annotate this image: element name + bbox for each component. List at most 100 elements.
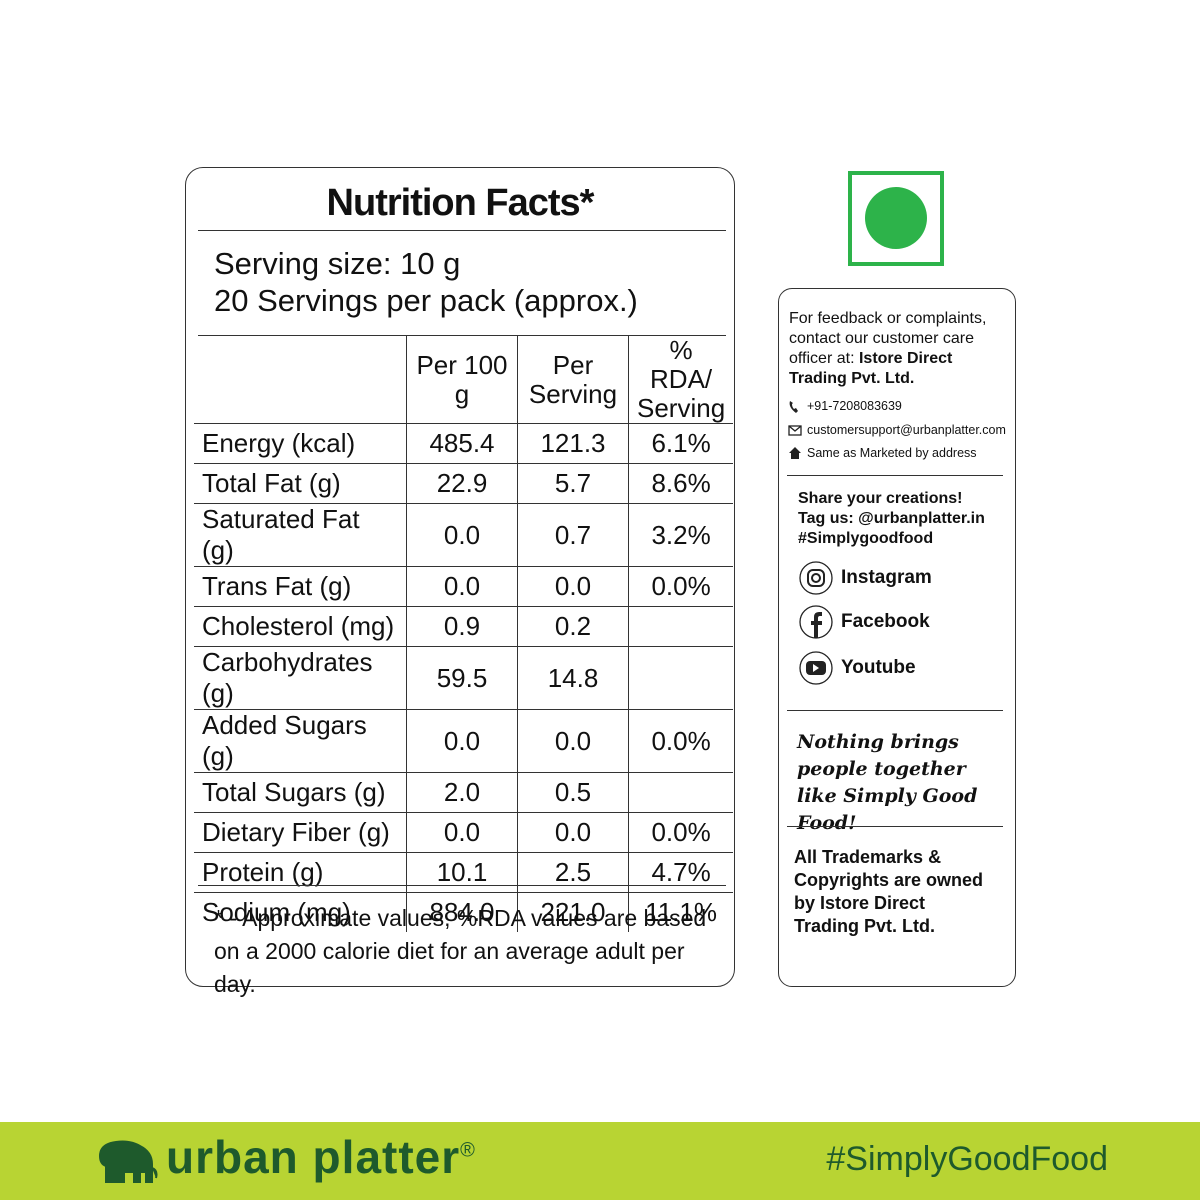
footer-band: urban platter® #SimplyGoodFood bbox=[0, 1122, 1200, 1200]
value-cell: 10.1 bbox=[406, 852, 518, 893]
value-cell: 5.7 bbox=[517, 463, 629, 504]
divider bbox=[198, 335, 726, 336]
contact-address: Same as Marketed by address bbox=[807, 446, 977, 460]
nutrient-row: Saturated Fat (g) 0.0 0.7 3.2% bbox=[194, 503, 734, 567]
value-cell: 0.7 bbox=[517, 503, 629, 567]
value-cell: 22.9 bbox=[406, 463, 518, 504]
footnote: * - Approximate values, %RDA values are … bbox=[214, 905, 707, 997]
nutrient-name: Carbohydrates (g) bbox=[194, 646, 407, 710]
social-link[interactable]: Facebook bbox=[799, 605, 999, 641]
value-cell: 4.7% bbox=[628, 852, 734, 893]
value-cell: 2.5 bbox=[517, 852, 629, 893]
nutrient-name: Added Sugars (g) bbox=[194, 709, 407, 773]
veg-mark-dot bbox=[865, 187, 927, 249]
value-cell: 0.0 bbox=[406, 566, 518, 607]
nutrient-row: Sodium (mg) 884.0 221.0 11.1% bbox=[194, 892, 734, 932]
nutrient-name: Total Sugars (g) bbox=[194, 772, 407, 813]
nutrient-row: Cholesterol (mg) 0.9 0.2 bbox=[194, 606, 734, 647]
nutrient-name: Sodium (mg) bbox=[194, 892, 407, 932]
value-cell bbox=[628, 646, 734, 710]
nutrient-row: Total Fat (g) 22.9 5.7 8.6% bbox=[194, 463, 734, 504]
value-cell: 121.3 bbox=[517, 423, 629, 464]
contact-icons bbox=[788, 401, 802, 459]
social-link[interactable]: Instagram bbox=[799, 561, 999, 597]
header-cell: Per Serving bbox=[517, 336, 629, 424]
contact-phone: +91-7208083639 bbox=[807, 399, 902, 413]
social-label: Facebook bbox=[841, 611, 930, 633]
value-cell: 0.0 bbox=[406, 709, 518, 773]
nutrient-row: Energy (kcal) 485.4 121.3 6.1% bbox=[194, 423, 734, 464]
value-cell: 0.9 bbox=[406, 606, 518, 647]
social-label: Youtube bbox=[841, 657, 916, 679]
nutrient-name: Trans Fat (g) bbox=[194, 566, 407, 607]
share-heading: Share your creations! bbox=[798, 490, 963, 507]
value-cell: 0.2 bbox=[517, 606, 629, 647]
value-cell: 0.0% bbox=[628, 709, 734, 773]
value-cell: 485.4 bbox=[406, 423, 518, 464]
nutrient-name: Energy (kcal) bbox=[194, 423, 407, 464]
nutrient-name: Saturated Fat (g) bbox=[194, 503, 407, 567]
social-label: Instagram bbox=[841, 567, 932, 589]
nutrient-row: Added Sugars (g) 0.0 0.0 0.0% bbox=[194, 709, 734, 773]
nutrient-name: Cholesterol (mg) bbox=[194, 606, 407, 647]
value-cell: 0.0% bbox=[628, 812, 734, 853]
share-hashtag: #Simplygoodfood bbox=[798, 530, 934, 547]
divider bbox=[787, 826, 1003, 827]
nutrient-row: Protein (g) 10.1 2.5 4.7% bbox=[194, 852, 734, 893]
contact-intro: For feedback or complaints, contact our … bbox=[789, 310, 987, 367]
header-cell: Per 100 g bbox=[406, 336, 518, 424]
value-cell: 0.0 bbox=[406, 812, 518, 853]
value-cell: 0.0% bbox=[628, 566, 734, 607]
nutrition-title: Nutrition Facts* bbox=[326, 182, 595, 224]
nutrient-row: Dietary Fiber (g) 0.0 0.0 0.0% bbox=[194, 812, 734, 853]
registered-mark: ® bbox=[460, 1139, 476, 1162]
contact-email: customersupport@urbanplatter.com bbox=[807, 423, 1006, 437]
value-cell: 884.0 bbox=[406, 892, 518, 932]
nutrient-row: Trans Fat (g) 0.0 0.0 0.0% bbox=[194, 566, 734, 607]
value-cell: 0.5 bbox=[517, 772, 629, 813]
divider bbox=[198, 230, 726, 231]
value-cell: 0.0 bbox=[517, 812, 629, 853]
nutrient-name: Dietary Fiber (g) bbox=[194, 812, 407, 853]
value-cell: 2.0 bbox=[406, 772, 518, 813]
nutrient-row: Carbohydrates (g) 59.5 14.8 bbox=[194, 646, 734, 710]
tagline: Nothing brings people together like Simp… bbox=[797, 731, 978, 834]
serving-size: Serving size: 10 g bbox=[214, 246, 461, 281]
nutrient-name: Total Fat (g) bbox=[194, 463, 407, 504]
share-tag: Tag us: @urbanplatter.in bbox=[798, 510, 985, 527]
veg-mark bbox=[848, 171, 944, 266]
value-cell: 0.0 bbox=[406, 503, 518, 567]
nutrition-panel: Nutrition Facts* Serving size: 10 g 20 S… bbox=[185, 167, 735, 997]
value-cell: 59.5 bbox=[406, 646, 518, 710]
social-link[interactable]: Youtube bbox=[799, 651, 999, 687]
header-cell: % RDA/ Serving bbox=[628, 336, 734, 424]
value-cell: 221.0 bbox=[517, 892, 629, 932]
servings-per-pack: 20 Servings per pack (approx.) bbox=[214, 283, 638, 318]
info-panel: For feedback or complaints, contact our … bbox=[778, 288, 1016, 987]
header-row: Per 100 g Per Serving% RDA/ Serving bbox=[194, 336, 734, 424]
nutrient-name: Protein (g) bbox=[194, 852, 407, 893]
value-cell: 0.0 bbox=[517, 566, 629, 607]
value-cell bbox=[628, 606, 734, 647]
nutrition-table: Per 100 g Per Serving% RDA/ Serving Energy… bbox=[194, 336, 734, 932]
brand: urban platter® bbox=[166, 1130, 476, 1184]
value-cell: 14.8 bbox=[517, 646, 629, 710]
footer-hashtag: #SimplyGoodFood bbox=[826, 1140, 1108, 1178]
value-cell: 0.0 bbox=[517, 709, 629, 773]
header-cell bbox=[194, 336, 407, 424]
value-cell: 6.1% bbox=[628, 423, 734, 464]
value-cell: 11.1% bbox=[628, 892, 734, 932]
nutrient-row: Total Sugars (g) 2.0 0.5 bbox=[194, 772, 734, 813]
divider bbox=[787, 710, 1003, 711]
value-cell: 8.6% bbox=[628, 463, 734, 504]
divider bbox=[787, 475, 1003, 476]
divider bbox=[198, 885, 726, 886]
brand-name: urban platter bbox=[166, 1131, 461, 1183]
brand-logo bbox=[98, 1140, 158, 1183]
contact-company: Istore Direct Trading Pvt. Ltd. bbox=[789, 350, 953, 387]
trademark: All Trademarks & Copyrights are owned by… bbox=[794, 847, 984, 936]
value-cell: 3.2% bbox=[628, 503, 734, 567]
value-cell bbox=[628, 772, 734, 813]
